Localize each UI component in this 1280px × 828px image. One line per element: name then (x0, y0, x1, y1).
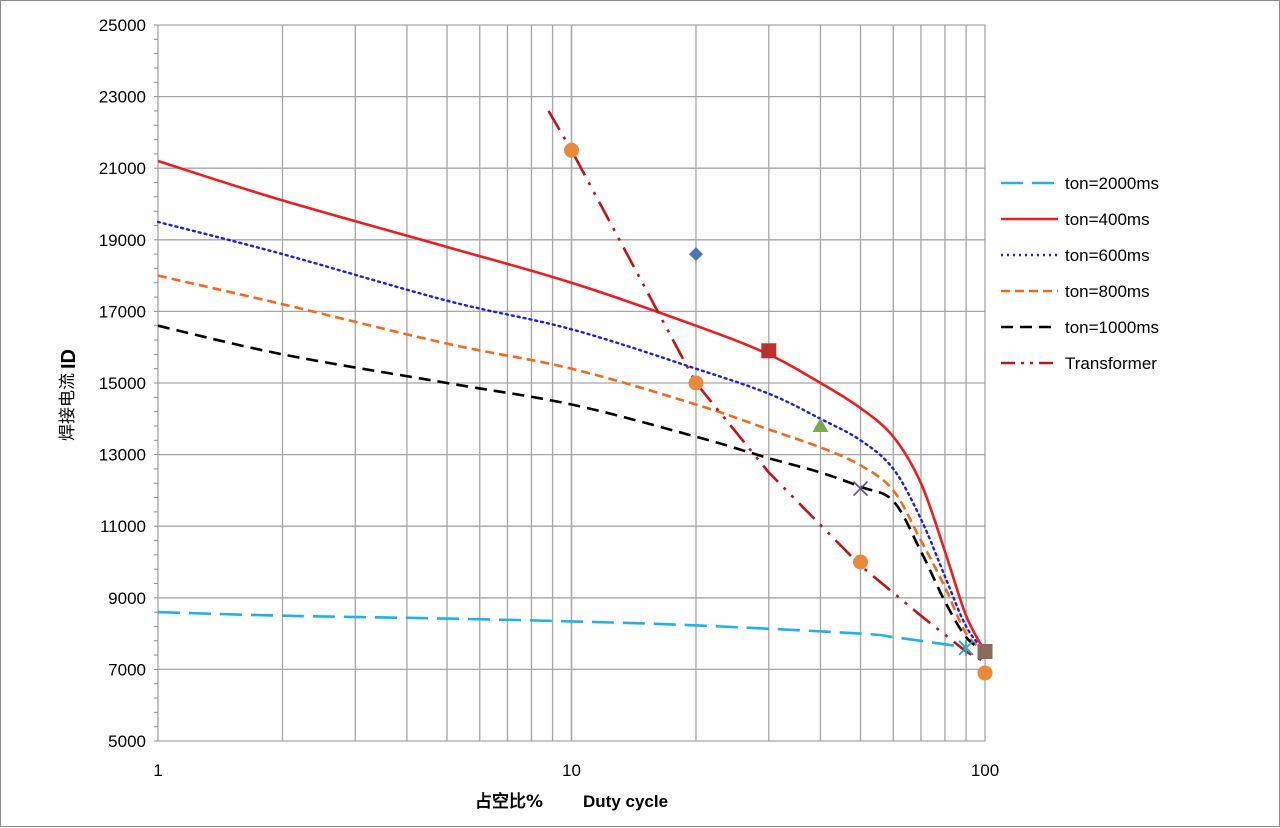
marker-star-4 (958, 639, 974, 656)
legend-label-3: ton=800ms (1065, 282, 1150, 301)
tick-labels: 5000 7000 9000 11000 13000 15000 17000 19000 210… (99, 16, 999, 780)
y-tick-label: 25000 (99, 16, 146, 35)
series-line-0 (157, 610, 967, 649)
x-tick-label: 10 (562, 761, 581, 780)
series-line-3 (157, 274, 986, 653)
marker-square-1 (761, 343, 777, 359)
grid (154, 24, 986, 742)
series-line-2 (156, 220, 987, 653)
marker-square-9 (977, 644, 993, 659)
y-axis-label: 焊接电流 ID (58, 349, 80, 441)
x-axis-label-en: Duty cycle (583, 792, 668, 811)
marker-circle-8 (977, 665, 993, 681)
legend-label-2: ton=600ms (1065, 246, 1150, 265)
x-axis-label-cn: 占空比% (475, 791, 543, 812)
y-axis-label-sub: ID (58, 349, 80, 369)
y-tick-label: 11000 (100, 517, 146, 536)
y-tick-label: 15000 (99, 374, 146, 393)
y-tick-label: 7000 (108, 660, 146, 679)
y-tick-label: 17000 (99, 302, 146, 321)
marker-circle-6 (688, 375, 704, 391)
marker-circle-7 (853, 554, 869, 570)
x-tick-label: 100 (971, 761, 999, 780)
marker-triangle-2 (812, 417, 829, 432)
legend-label-0: ton=2000ms (1065, 174, 1159, 193)
legend-label-4: ton=1000ms (1065, 318, 1159, 337)
marker-diamond-0 (688, 247, 703, 262)
legend: ton=2000ms ton=400ms ton=600ms ton=800ms ton… (1001, 174, 1159, 373)
marker-group (564, 142, 993, 681)
y-tick-label: 13000 (99, 446, 146, 465)
marker-x-3 (852, 481, 869, 497)
y-axis-label-main: 焊接电流 (58, 373, 78, 441)
series-line-4 (157, 324, 986, 653)
x-tick-label: 1 (153, 761, 162, 780)
marker-circle-5 (564, 142, 579, 158)
y-tick-label: 19000 (99, 231, 146, 250)
y-tick-label: 23000 (99, 88, 146, 107)
legend-label-1: ton=400ms (1065, 210, 1150, 229)
y-tick-label: 9000 (108, 589, 146, 608)
y-tick-label: 5000 (108, 732, 146, 751)
legend-label-5: Transformer (1065, 354, 1157, 373)
series-line-5 (547, 110, 986, 664)
y-tick-label: 21000 (99, 159, 146, 178)
